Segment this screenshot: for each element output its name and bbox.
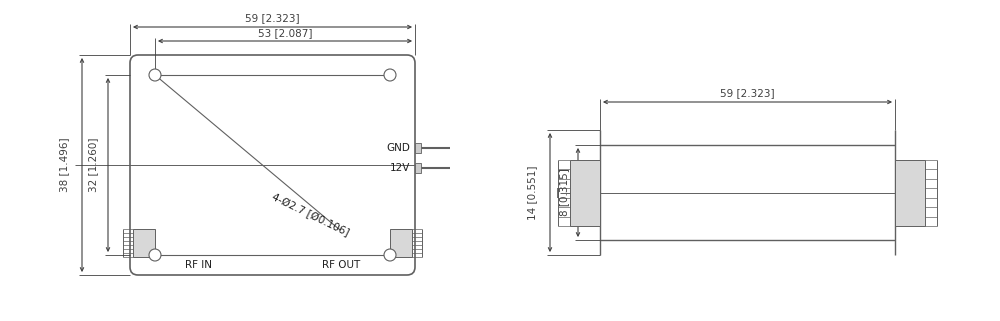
Bar	[133, 229, 155, 257]
Bar	[895, 160, 925, 226]
Circle shape	[149, 69, 161, 81]
Text: 14 [0.551]: 14 [0.551]	[527, 165, 537, 220]
Bar	[570, 160, 600, 226]
Circle shape	[384, 249, 396, 261]
Text: 4-Ø2.7 [Ø0.106]: 4-Ø2.7 [Ø0.106]	[270, 192, 350, 238]
Text: RF OUT: RF OUT	[322, 260, 360, 270]
Text: 12V: 12V	[390, 163, 410, 173]
Bar	[415, 143, 421, 153]
Text: 59 [2.323]: 59 [2.323]	[245, 13, 300, 23]
Circle shape	[149, 249, 161, 261]
Circle shape	[384, 69, 396, 81]
Text: 38 [1.496]: 38 [1.496]	[59, 138, 69, 192]
Bar	[390, 229, 412, 257]
Text: 32 [1.260]: 32 [1.260]	[88, 138, 98, 192]
Text: 8 [0.315]: 8 [0.315]	[559, 169, 569, 216]
Text: 59 [2.323]: 59 [2.323]	[720, 88, 775, 98]
FancyBboxPatch shape	[130, 55, 415, 275]
Text: GND: GND	[386, 143, 410, 153]
Text: 53 [2.087]: 53 [2.087]	[258, 28, 312, 38]
Text: RF IN: RF IN	[185, 260, 212, 270]
Bar	[415, 163, 421, 173]
